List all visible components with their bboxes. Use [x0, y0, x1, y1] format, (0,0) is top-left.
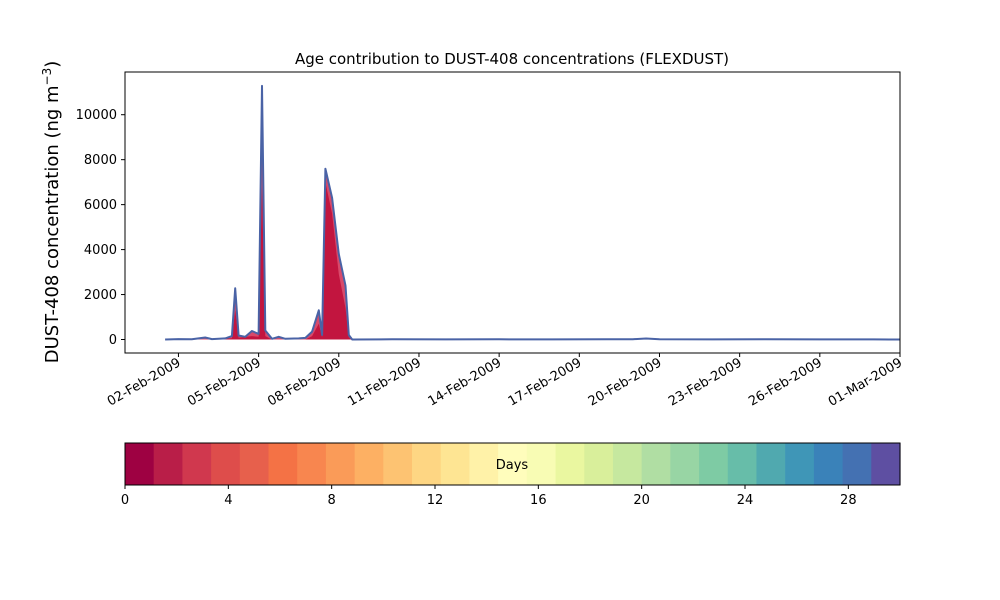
colorbar-swatch [469, 443, 499, 485]
area-total-fill [165, 85, 901, 340]
colorbar-swatch [498, 443, 528, 485]
colorbar-swatch [153, 443, 183, 485]
colorbar-tick-label: 12 [427, 493, 444, 508]
x-tick-label: 20-Feb-2009 [586, 355, 665, 409]
y-tick-label: 10000 [76, 108, 117, 123]
colorbar-tick-label: 16 [530, 493, 547, 508]
colorbar-frame [124, 442, 901, 486]
chart-title: Age contribution to DUST-408 concentrati… [295, 50, 729, 68]
y-axis: 0 2000 4000 6000 8000 10000 [76, 108, 125, 348]
colorbar-tick-label: 8 [328, 493, 336, 508]
y-tick-label: 4000 [84, 243, 117, 258]
colorbar-swatch [182, 443, 212, 485]
series-layer [165, 84, 901, 341]
colorbar-tick-label: 24 [737, 493, 754, 508]
colorbar-label: Days [496, 458, 529, 473]
x-tick-label: 08-Feb-2009 [265, 355, 344, 409]
colorbar-swatch [813, 443, 844, 485]
y-tick-label: 2000 [84, 288, 117, 303]
colorbar-swatch [756, 443, 786, 485]
colorbar-swatch [383, 443, 413, 485]
colorbar-ticks: 0 4 8 12 16 20 24 28 [121, 485, 857, 508]
area-young-fill [205, 182, 353, 340]
colorbar-swatch [239, 443, 270, 485]
x-tick-label: 11-Feb-2009 [345, 355, 424, 409]
x-axis: 02-Feb-2009 05-Feb-2009 08-Feb-2009 11-Feb-… [105, 353, 905, 410]
colorbar-tick-label: 20 [633, 493, 650, 508]
x-tick-label: 05-Feb-2009 [185, 355, 264, 409]
x-tick-label: 01-Mar-2009 [826, 355, 905, 409]
y-axis-label: DUST-408 concentration (ng m−3) [40, 61, 63, 364]
y-tick-label: 6000 [84, 198, 117, 213]
colorbar-swatch [727, 443, 758, 485]
colorbar-swatch [555, 443, 585, 485]
x-tick-label: 17-Feb-2009 [506, 355, 585, 409]
x-tick-label: 26-Feb-2009 [746, 355, 825, 409]
colorbar-swatch [699, 443, 729, 485]
colorbar-swatch [670, 443, 700, 485]
colorbar-swatch [440, 443, 471, 485]
colorbar-tick-label: 0 [121, 493, 129, 508]
y-axis-label-superscript: −3 [40, 68, 54, 86]
colorbar-swatch [268, 443, 298, 485]
x-tick-label: 14-Feb-2009 [426, 355, 505, 409]
colorbar-tick-label: 4 [224, 493, 232, 508]
colorbar-swatch [297, 443, 327, 485]
colorbar-swatch [325, 443, 356, 485]
y-tick-label: 0 [109, 333, 117, 348]
y-axis-label-suffix: ) [42, 61, 63, 68]
series-line-total [165, 84, 901, 341]
colorbar-swatch [211, 443, 241, 485]
colorbar-swatch [354, 443, 384, 485]
colorbar: Days 0 4 8 12 16 20 24 28 [121, 442, 901, 508]
x-tick-label: 23-Feb-2009 [666, 355, 745, 409]
colorbar-swatches [125, 443, 901, 485]
colorbar-tick-label: 28 [840, 493, 857, 508]
colorbar-swatch [612, 443, 643, 485]
colorbar-swatch [584, 443, 614, 485]
colorbar-swatch [641, 443, 671, 485]
colorbar-swatch [842, 443, 872, 485]
plot-area: 0 2000 4000 6000 8000 10000 02-Feb-2009 05-Feb… [76, 71, 905, 410]
colorbar-swatch [125, 443, 155, 485]
y-axis-label-prefix: DUST-408 concentration (ng m [42, 85, 63, 363]
x-tick-label: 02-Feb-2009 [105, 355, 184, 409]
colorbar-swatch [785, 443, 815, 485]
plot-frame [124, 71, 901, 354]
colorbar-swatch [412, 443, 442, 485]
colorbar-swatch [526, 443, 557, 485]
y-tick-label: 8000 [84, 153, 117, 168]
colorbar-swatch [871, 443, 901, 485]
